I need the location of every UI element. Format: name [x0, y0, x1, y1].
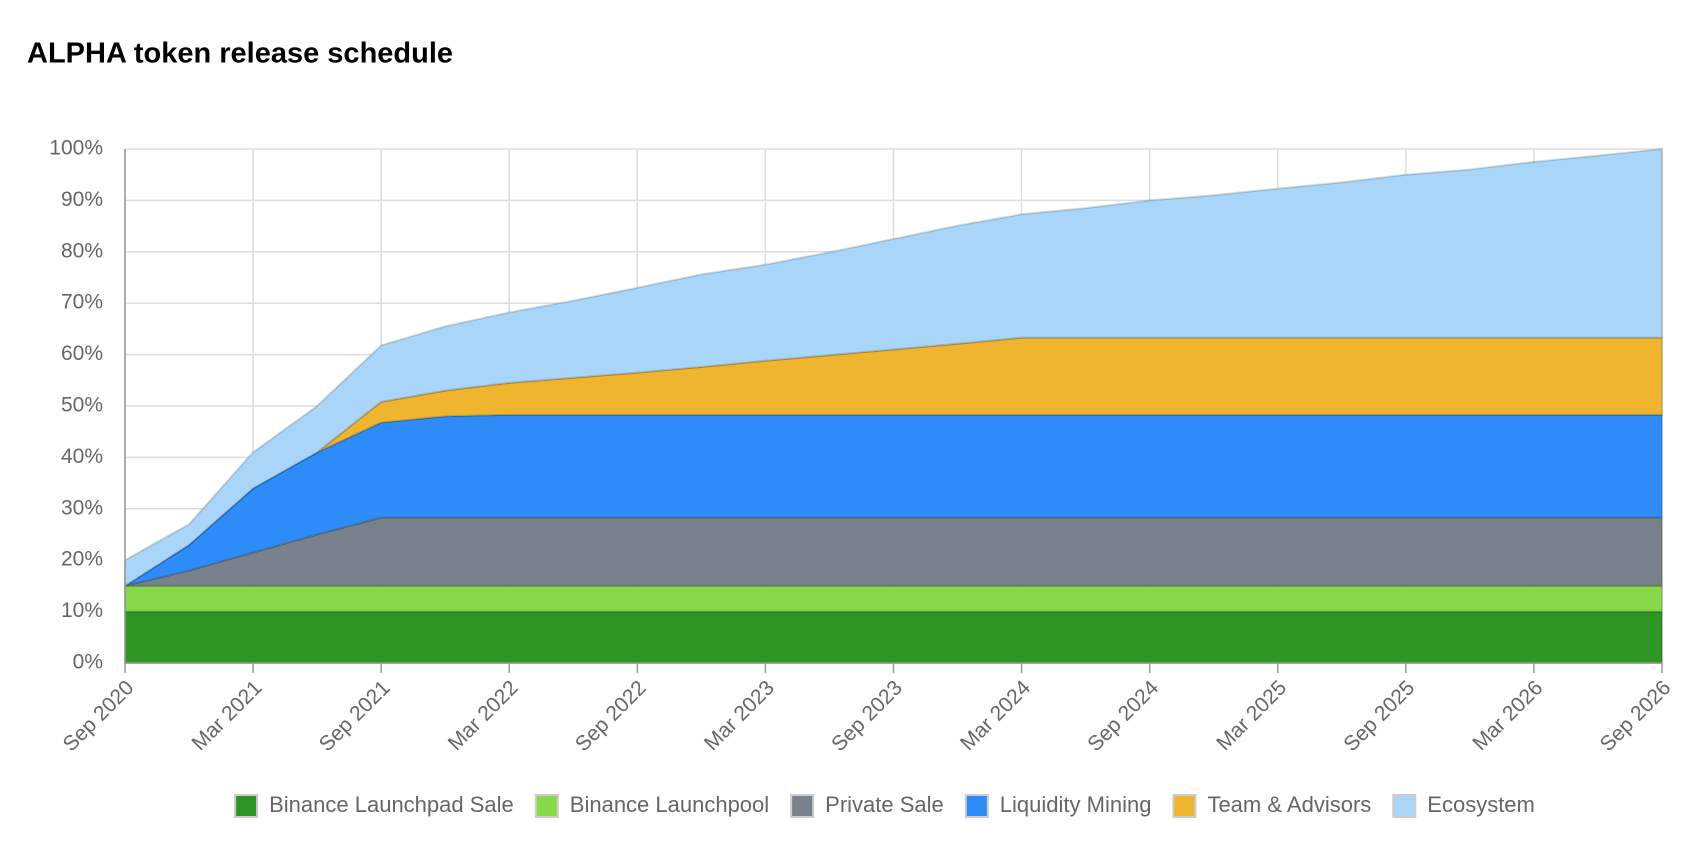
legend-item: Liquidity Mining — [964, 792, 1152, 818]
legend-swatch — [790, 794, 815, 818]
legend-label: Binance Launchpool — [570, 792, 769, 817]
y-tick-label: 0% — [73, 651, 103, 674]
y-tick-label: 40% — [61, 445, 103, 468]
area — [124, 516, 1663, 587]
legend-label: Private Sale — [825, 792, 944, 817]
x-tick-label: Sep 2026 — [1596, 676, 1676, 756]
legend-label: Team & Advisors — [1207, 792, 1371, 817]
legend-label: Binance Launchpad Sale — [269, 792, 514, 817]
legend-swatch — [534, 794, 559, 818]
x-tick-label: Sep 2024 — [1083, 676, 1163, 756]
y-tick-label: 70% — [61, 291, 103, 314]
legend-item: Binance Launchpad Sale — [234, 792, 514, 818]
legend-item: Binance Launchpool — [534, 792, 769, 818]
x-tick-label: Sep 2021 — [315, 676, 395, 756]
y-tick-label: 10% — [61, 599, 103, 622]
y-tick-label: 20% — [61, 548, 103, 571]
area — [124, 610, 1663, 664]
x-tick-label: Sep 2022 — [571, 676, 651, 756]
x-tick-label: Mar 2022 — [444, 676, 523, 755]
x-tick-label: Sep 2025 — [1339, 676, 1419, 756]
area — [124, 584, 1663, 613]
y-tick-label: 30% — [61, 496, 103, 519]
y-tick-label: 90% — [61, 188, 103, 211]
x-tick-label: Mar 2023 — [700, 676, 779, 755]
legend-item: Private Sale — [790, 792, 944, 818]
y-tick-label: 100% — [49, 137, 103, 160]
area — [124, 147, 1663, 588]
y-tick-label: 80% — [61, 239, 103, 262]
legend-swatch — [964, 794, 989, 818]
legend-label: Liquidity Mining — [1000, 792, 1152, 817]
legend: Binance Launchpad Sale Binance Launchpool… — [234, 792, 1535, 818]
legend-item: Ecosystem — [1392, 792, 1535, 818]
legend-label: Ecosystem — [1427, 792, 1535, 817]
y-tick-label: 50% — [61, 394, 103, 417]
legend-swatch — [1172, 794, 1197, 818]
legend-item: Team & Advisors — [1172, 792, 1371, 818]
x-tick-label: Mar 2026 — [1468, 676, 1547, 755]
legend-swatch — [234, 794, 259, 818]
x-tick-label: Mar 2024 — [956, 676, 1035, 755]
x-tick-label: Sep 2020 — [59, 676, 139, 756]
x-tick-label: Mar 2021 — [188, 676, 267, 755]
x-tick-label: Mar 2025 — [1212, 676, 1291, 755]
chart-title: ALPHA token release schedule — [27, 38, 453, 70]
legend-swatch — [1392, 794, 1417, 818]
y-tick-label: 60% — [61, 342, 103, 365]
x-tick-label: Sep 2023 — [827, 676, 907, 756]
